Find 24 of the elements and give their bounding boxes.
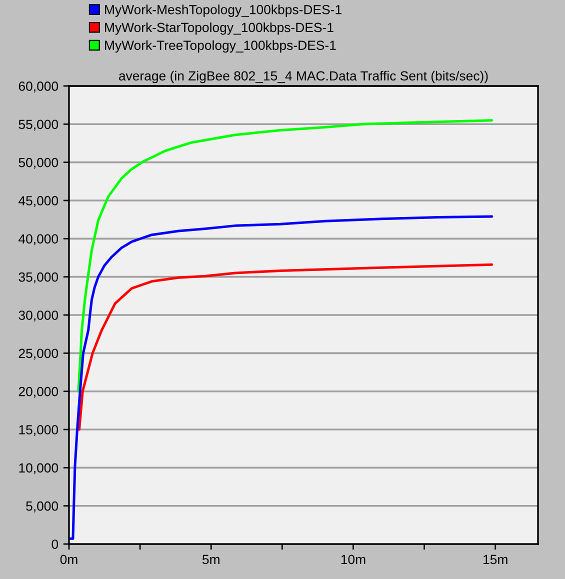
legend-label: MyWork-StarTopology_100kbps-DES-1 [105, 22, 334, 35]
y-tick-label: 55,000 [18, 120, 58, 131]
y-tick-label: 25,000 [18, 348, 58, 360]
y-tick-label: 15,000 [19, 425, 58, 436]
x-tick-label: 15m [484, 554, 508, 564]
x-tick-label: 10m [341, 554, 366, 564]
y-tick-label: 10,000 [19, 463, 58, 474]
y-tick-label: 40,000 [18, 234, 58, 246]
line-series [78, 263, 494, 431]
y-tick-label: 5,000 [26, 501, 58, 512]
x-tick-label: 5m [202, 554, 220, 564]
legend-label: MyWork-TreeTopology_100kbps-DES-1 [105, 40, 336, 53]
y-tick-label: 30,000 [18, 310, 58, 322]
legend-label: MyWork-MeshTopology_100kbps-DES-1 [105, 4, 342, 17]
line-series [69, 215, 494, 540]
y-tick-label: 50,000 [18, 158, 58, 169]
y-tick-label: 0 [52, 540, 58, 549]
y-tick-label: 20,000 [18, 386, 58, 398]
y-tick-label: 35,000 [18, 272, 58, 284]
chart-title: average (in ZigBee 802_15_4 MAC.Data Traffic Sent (bits/sec)) [119, 70, 488, 84]
x-tick-label: 0m [60, 554, 78, 564]
y-tick-label: 60,000 [18, 82, 58, 92]
y-tick-label: 45,000 [18, 196, 58, 207]
line-series [77, 119, 494, 393]
